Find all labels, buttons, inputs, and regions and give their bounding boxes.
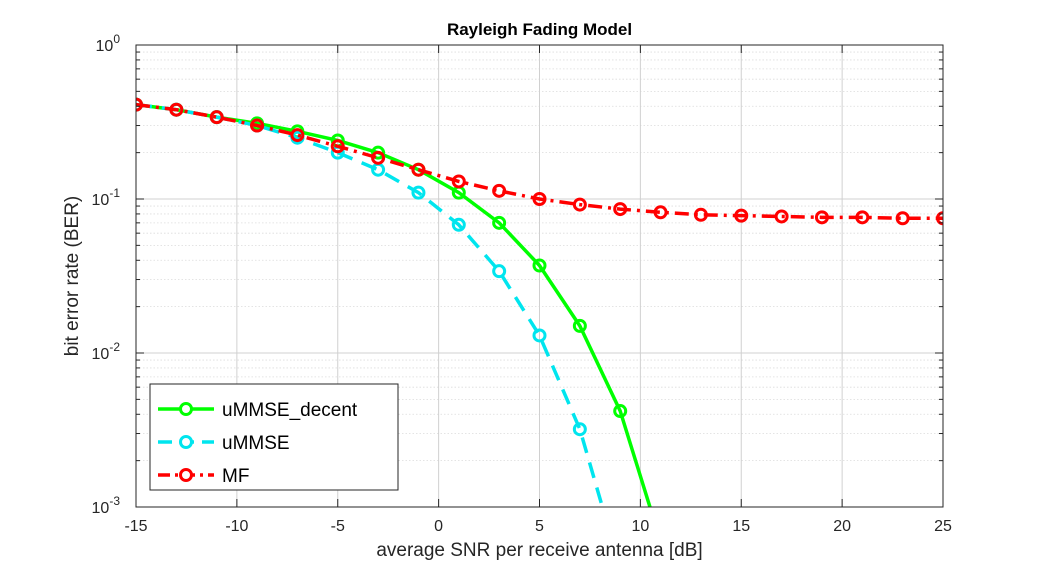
x-tick-labels: -15 -10 -5 0 5 10 15 20 25 <box>124 518 952 535</box>
data-point <box>572 197 587 212</box>
data-point <box>532 258 547 273</box>
data-point <box>209 110 224 125</box>
x-tick-label: 5 <box>535 518 544 535</box>
data-point <box>532 192 547 206</box>
x-tick-label: -5 <box>331 518 345 535</box>
x-tick-label: -15 <box>124 518 147 535</box>
data-point <box>693 207 708 222</box>
data-point <box>411 162 426 177</box>
data-point <box>136 97 143 112</box>
data-point <box>936 211 943 226</box>
legend-entry: uMMSE <box>158 433 290 454</box>
data-point <box>532 328 547 343</box>
data-point <box>774 209 789 224</box>
legend-marker <box>179 468 193 482</box>
chart-title: Rayleigh Fading Model <box>447 20 632 39</box>
data-point <box>572 422 587 437</box>
data-point <box>451 174 466 189</box>
data-point <box>492 183 507 198</box>
data-point <box>734 208 749 223</box>
legend-label: MF <box>222 466 249 487</box>
series-layer <box>136 97 943 507</box>
data-point <box>814 210 829 225</box>
x-tick-label: 25 <box>934 518 952 535</box>
data-point <box>330 139 345 154</box>
data-point <box>169 102 184 117</box>
legend: uMMSE_decent uMMSE MF <box>149 383 399 491</box>
legend-label: uMMSE_decent <box>222 400 358 421</box>
data-point <box>250 118 265 133</box>
legend-marker <box>179 402 193 416</box>
y-tick-labels: 100 10-1 10-2 10-3 <box>92 32 121 517</box>
legend-entry: MF <box>158 466 249 487</box>
data-point <box>451 217 466 232</box>
data-point <box>492 264 507 279</box>
tick-marks <box>135 44 944 508</box>
y-tick-label: 100 <box>96 32 121 55</box>
x-tick-label: 20 <box>833 518 851 535</box>
y-tick-label: 10-1 <box>92 186 121 209</box>
y-axis-label: bit error rate (BER) <box>62 196 83 356</box>
series-MF <box>136 97 943 226</box>
data-point <box>371 150 386 165</box>
y-tick-label: 10-3 <box>92 494 121 517</box>
x-tick-label: -10 <box>225 518 248 535</box>
data-point <box>572 318 587 333</box>
data-point <box>290 128 305 143</box>
y-tick-label: 10-2 <box>92 340 121 363</box>
series-line <box>136 102 605 507</box>
x-axis-label: average SNR per receive antenna [dB] <box>376 540 702 561</box>
data-point <box>411 185 426 200</box>
legend-entry: uMMSE_decent <box>158 400 358 421</box>
data-point <box>492 215 507 230</box>
data-point <box>613 202 628 217</box>
data-point <box>371 145 386 160</box>
data-point <box>895 211 910 226</box>
data-point <box>613 404 628 419</box>
x-tick-label: 10 <box>631 518 649 535</box>
x-tick-label: 0 <box>434 518 443 535</box>
data-point <box>855 210 870 225</box>
series-line <box>136 102 943 220</box>
legend-marker <box>179 435 193 449</box>
x-tick-label: 15 <box>732 518 750 535</box>
legend-label: uMMSE <box>222 433 290 454</box>
data-point <box>653 205 668 220</box>
